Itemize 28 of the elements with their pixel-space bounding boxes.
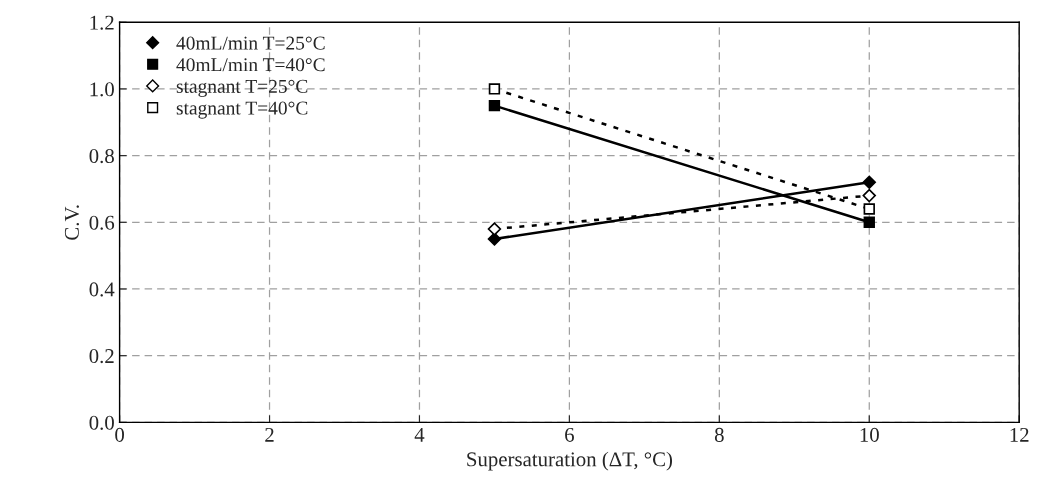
x-tick-label: 0: [115, 427, 125, 442]
y-tick-label: 0.4: [89, 282, 115, 297]
y-tick-label: 0.6: [89, 215, 115, 230]
legend-label: stagnant T=40°C: [176, 101, 308, 119]
point: [488, 99, 501, 112]
y-tick-label: 0.2: [89, 349, 114, 364]
y-axis-title: C.V.: [64, 205, 80, 240]
y-tick-label: 0.8: [89, 148, 114, 164]
x-tick-label: 4: [414, 427, 425, 442]
y-tick-label: 0.0: [89, 415, 114, 430]
legend-label: 40mL/min T=40°C: [176, 58, 325, 72]
y-tick-label: 1.2: [90, 15, 114, 30]
x-tick-label: 8: [714, 427, 724, 442]
point: [487, 232, 502, 246]
legend-label: stagnant T=25°C: [176, 79, 308, 97]
x-axis-title: Supersaturation (ΔT, °C): [467, 451, 673, 471]
point: [862, 175, 876, 190]
y-tick-label: 1.0: [90, 82, 114, 97]
point: [863, 216, 875, 228]
x-tick-label: 2: [265, 427, 274, 442]
point: [862, 188, 876, 203]
x-tick-label: 12: [1010, 427, 1029, 442]
x-tick-label: 10: [860, 427, 879, 442]
legend-label: 40mL/min T=25°C: [176, 36, 325, 50]
x-tick-label: 6: [565, 427, 574, 442]
point: [487, 222, 502, 236]
point: [863, 203, 875, 215]
point: [488, 83, 501, 95]
